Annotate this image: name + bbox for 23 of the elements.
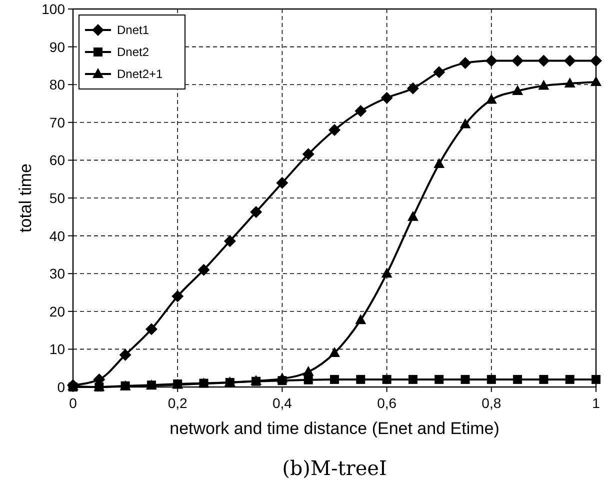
x-tick-label: 0,4 [272, 395, 292, 411]
x-axis-title: network and time distance (Enet and Etime) [170, 419, 500, 438]
y-tick-label: 0 [57, 379, 66, 395]
y-tick-label: 100 [42, 1, 66, 17]
legend-label: Dnet1 [117, 23, 150, 37]
y-tick-label: 40 [49, 228, 66, 244]
x-tick-label: 1 [592, 395, 600, 411]
y-tick-label: 50 [49, 190, 66, 206]
text: (b)M-treeI [282, 456, 387, 480]
y-axis-title: total time [16, 164, 35, 232]
y-tick-label: 30 [49, 266, 66, 282]
legend-label: Dnet2+1 [117, 67, 164, 81]
x-tick-label: 0 [69, 395, 78, 411]
x-tick-label: 0,6 [377, 395, 397, 411]
x-tick-label: 0,2 [168, 395, 188, 411]
y-tick-label: 80 [49, 76, 66, 93]
y-tick-label: 20 [49, 303, 66, 320]
legend-label: Dnet2 [117, 45, 150, 59]
y-tick-label: 10 [49, 341, 66, 358]
y-tick-label: 90 [49, 38, 66, 55]
y-tick-label: 70 [49, 114, 66, 130]
x-tick-label: 0,8 [482, 395, 502, 411]
y-tick-label: 60 [49, 152, 66, 168]
